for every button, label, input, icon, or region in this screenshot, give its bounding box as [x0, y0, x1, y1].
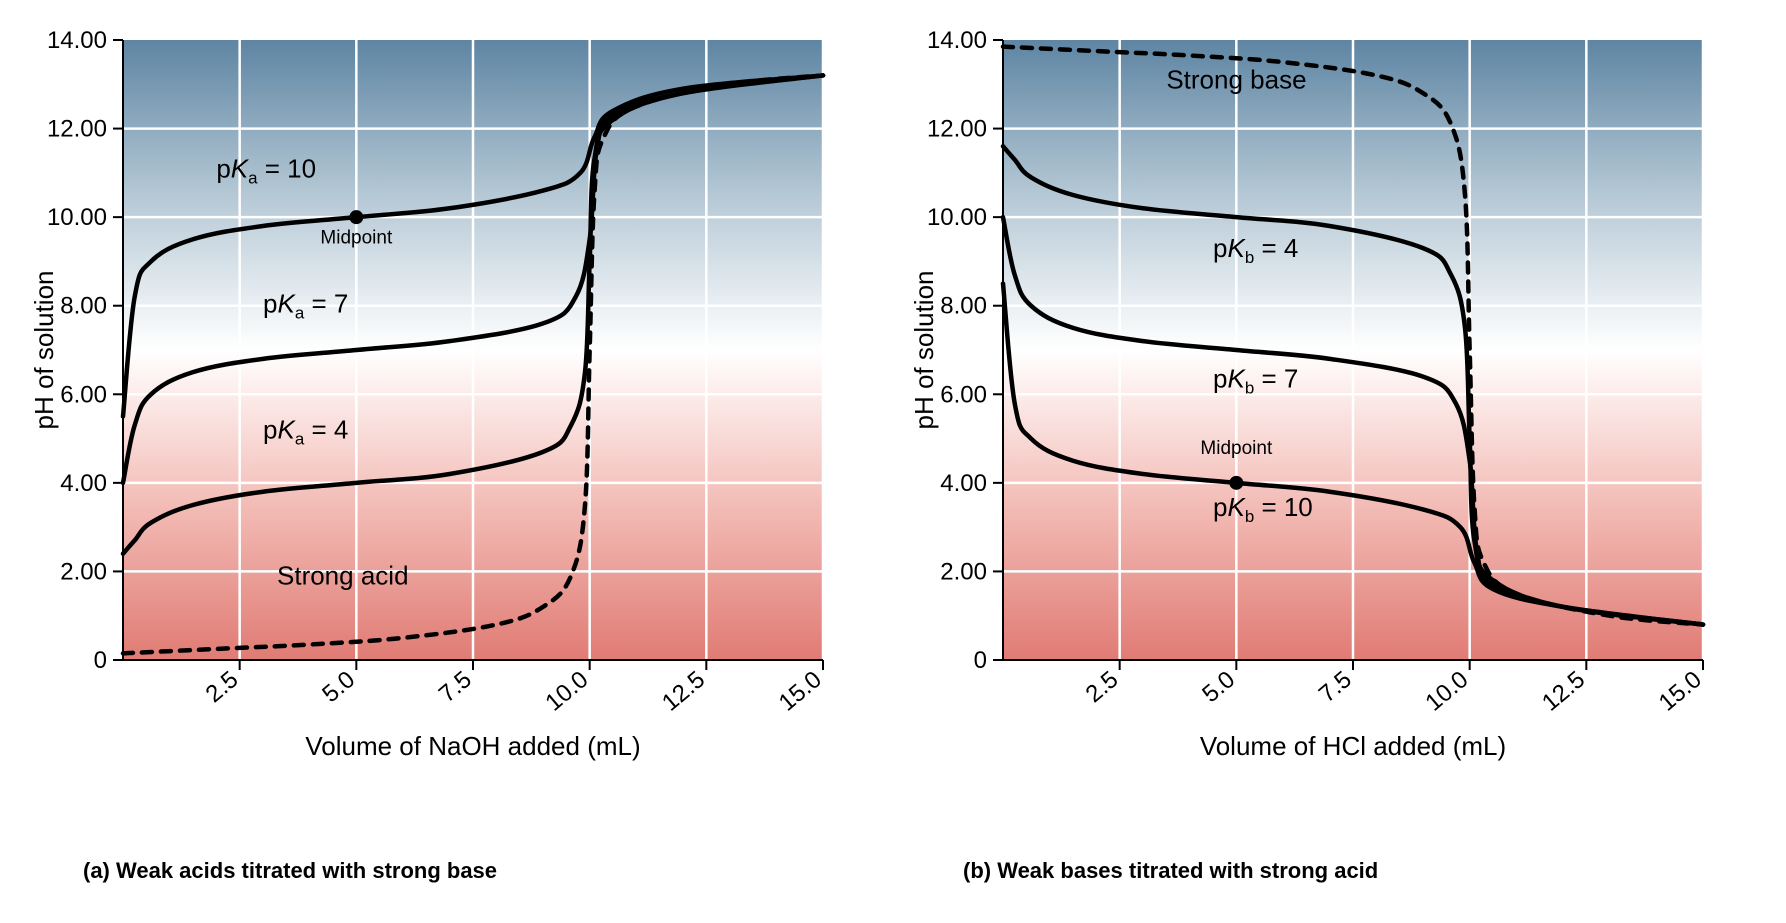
- midpoint-dot: [349, 210, 363, 224]
- xtick-label: 7.5: [1314, 666, 1357, 708]
- midpoint-label: Midpoint: [1200, 438, 1273, 459]
- y-axis-label: pH of solution: [33, 271, 59, 430]
- ytick-label: 14.00: [927, 27, 987, 54]
- xtick-label: 5.0: [317, 666, 360, 708]
- xtick-label: 5.0: [1197, 666, 1240, 708]
- y-axis-label: pH of solution: [913, 271, 939, 430]
- xtick-label: 2.5: [1081, 666, 1124, 708]
- x-axis-label: Volume of HCl added (mL): [1200, 731, 1506, 761]
- charts-container: Midpoint pKa = 10 pKa = 7 pKa = 4 Strong aci…: [20, 20, 1766, 884]
- chart-a-caption: (a) Weak acids titrated with strong base: [83, 858, 497, 884]
- chart-a-svg-holder: Midpoint pKa = 10 pKa = 7 pKa = 4 Strong aci…: [33, 20, 873, 840]
- curve-label: pKa = 7: [263, 288, 348, 322]
- ytick-label: 0: [94, 647, 107, 674]
- x-axis-label: Volume of NaOH added (mL): [305, 731, 640, 761]
- ytick-label: 14.00: [47, 27, 107, 54]
- chart-a-svg: Midpoint pKa = 10 pKa = 7 pKa = 4 Strong aci…: [33, 20, 873, 840]
- xtick-label: 7.5: [434, 666, 477, 708]
- xtick-label: 2.5: [201, 666, 244, 708]
- ytick-label: 6.00: [60, 381, 107, 408]
- xtick-label: 12.5: [1537, 666, 1590, 717]
- ytick-label: 6.00: [940, 381, 987, 408]
- chart-a-block: Midpoint pKa = 10 pKa = 7 pKa = 4 Strong aci…: [33, 20, 873, 884]
- curve-label: pKa = 10: [216, 153, 316, 187]
- curve-label: pKb = 4: [1213, 233, 1298, 267]
- ytick-label: 10.00: [927, 204, 987, 231]
- curve-label: Strong base: [1166, 65, 1306, 95]
- curve-label: pKb = 10: [1213, 492, 1313, 526]
- chart-b-block: Midpoint Strong base pKb = 4 pKb = 7 pKb = 1…: [913, 20, 1753, 884]
- ytick-label: 2.00: [940, 558, 987, 585]
- xtick-label: 10.0: [540, 666, 593, 717]
- ytick-label: 12.00: [927, 116, 987, 143]
- xtick-label: 15.0: [1654, 666, 1707, 717]
- curve-label: pKa = 4: [263, 415, 348, 449]
- ytick-label: 2.00: [60, 558, 107, 585]
- ytick-label: 4.00: [940, 470, 987, 497]
- ytick-label: 8.00: [60, 293, 107, 320]
- ytick-label: 0: [974, 647, 987, 674]
- ytick-label: 8.00: [940, 293, 987, 320]
- ytick-label: 10.00: [47, 204, 107, 231]
- xtick-label: 12.5: [657, 666, 710, 717]
- chart-b-svg: Midpoint Strong base pKb = 4 pKb = 7 pKb = 1…: [913, 20, 1753, 840]
- midpoint-dot: [1229, 476, 1243, 490]
- midpoint-label: Midpoint: [320, 228, 393, 249]
- xtick-label: 15.0: [774, 666, 827, 717]
- ytick-label: 4.00: [60, 470, 107, 497]
- ytick-label: 12.00: [47, 116, 107, 143]
- chart-b-caption: (b) Weak bases titrated with strong acid: [963, 858, 1378, 884]
- chart-b-svg-holder: Midpoint Strong base pKb = 4 pKb = 7 pKb = 1…: [913, 20, 1753, 840]
- xtick-label: 10.0: [1420, 666, 1473, 717]
- curve-label: pKb = 7: [1213, 364, 1298, 398]
- curve-label: Strong acid: [277, 561, 409, 591]
